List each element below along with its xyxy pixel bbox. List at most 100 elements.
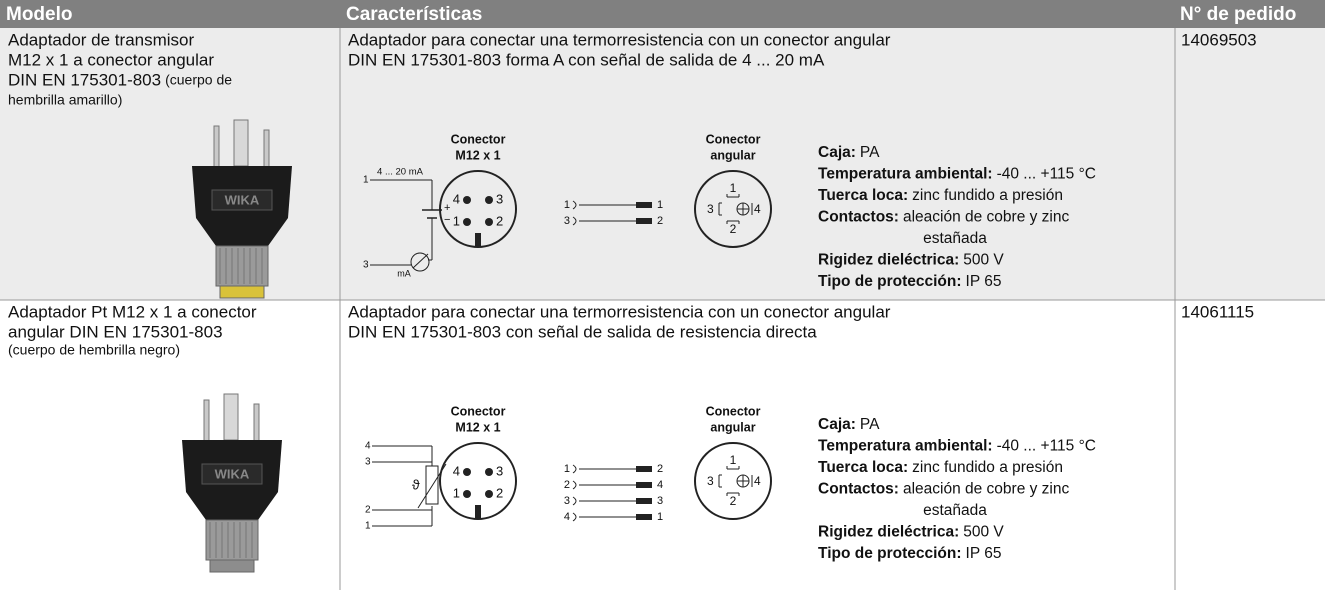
- label: 2: [730, 494, 737, 508]
- prong: [233, 119, 249, 167]
- spec-label: Caja:: [818, 416, 856, 433]
- spec-label: Temperatura ambiental:: [818, 438, 993, 455]
- spec: Rigidez dieléctrica: 500 V: [818, 524, 1004, 541]
- spec-value: -40 ... +115 °C: [997, 166, 1096, 183]
- label: 1: [564, 463, 570, 475]
- spec: Caja: PA: [818, 416, 880, 433]
- label: 4: [754, 474, 761, 488]
- label: Adaptador Pt M12 x 1 a conector: [8, 302, 257, 321]
- spec-value: aleación de cobre y zinc: [903, 209, 1070, 226]
- header-bg: [0, 0, 1325, 28]
- label: 2: [657, 463, 663, 475]
- spec: Tuerca loca: zinc fundido a presión: [818, 459, 1063, 476]
- wire: [412, 253, 429, 269]
- label: angular: [710, 148, 755, 162]
- header-cell: N° de pedido: [1180, 4, 1296, 25]
- pin: [463, 196, 471, 204]
- label: 1: [363, 175, 369, 186]
- label: 2: [496, 485, 503, 500]
- prong: [203, 399, 210, 443]
- label: 3: [496, 191, 503, 206]
- label: 3: [564, 495, 570, 507]
- label: 1: [453, 485, 460, 500]
- spec-value: zinc fundido a presión: [912, 187, 1063, 204]
- key: [475, 233, 481, 247]
- spec-value: 500 V: [963, 524, 1004, 541]
- label: 2: [730, 222, 737, 236]
- label: 3: [564, 215, 570, 227]
- plug: [636, 482, 652, 488]
- pin: [485, 468, 493, 476]
- spec: Temperatura ambiental: -40 ... +115 °C: [818, 438, 1096, 455]
- label: Adaptador para conectar una termorresist…: [348, 302, 891, 321]
- label: 4: [365, 441, 371, 452]
- plug: [636, 218, 652, 224]
- spec-label: Rigidez dieléctrica:: [818, 252, 959, 269]
- plug: [636, 514, 652, 520]
- label: (cuerpo de: [165, 72, 232, 88]
- pin: [485, 218, 493, 226]
- connector-face: [694, 170, 772, 248]
- label: 2: [365, 505, 371, 516]
- spec-label: Tipo de protección:: [818, 545, 962, 562]
- label: DIN EN 175301-803: [8, 70, 161, 89]
- label: +: [444, 202, 450, 214]
- label: DIN EN 175301-803 con señal de salida de…: [348, 322, 817, 341]
- label: DIN EN 175301-803 forma A con señal de s…: [348, 50, 825, 69]
- logo-plate: [211, 189, 273, 211]
- label: Conector: [706, 404, 761, 418]
- label: estañada: [923, 502, 987, 519]
- nut-base: [209, 559, 255, 573]
- label: 4: [564, 511, 570, 523]
- label: M12 x 1 a conector angular: [8, 50, 214, 69]
- label: 1: [365, 521, 371, 532]
- logo: WIKA: [215, 466, 250, 481]
- socket: [572, 512, 577, 522]
- label: estañada: [923, 230, 987, 247]
- spec-label: Contactos:: [818, 209, 899, 226]
- label: Adaptador de transmisor: [8, 30, 194, 49]
- label: −: [444, 214, 450, 226]
- label: 2: [496, 213, 503, 228]
- header-cell: Características: [346, 4, 482, 25]
- label: 3: [707, 474, 714, 488]
- label: angular: [710, 420, 755, 434]
- label: 3: [657, 495, 663, 507]
- label: 4: [754, 202, 761, 216]
- socket: [572, 200, 577, 210]
- label: M12 x 1: [455, 420, 500, 434]
- spec: Tipo de protección: IP 65: [818, 273, 1001, 290]
- plug: [636, 202, 652, 208]
- spec-label: Tipo de protección:: [818, 273, 962, 290]
- label: angular DIN EN 175301-803: [8, 322, 223, 341]
- key: [475, 505, 481, 519]
- spec: Contactos: aleación de cobre y zinc: [818, 481, 1069, 498]
- spec-value: -40 ... +115 °C: [997, 438, 1096, 455]
- nut: [205, 519, 259, 561]
- spec-value: IP 65: [966, 273, 1002, 290]
- socket: [572, 216, 577, 226]
- label: 4: [657, 479, 663, 491]
- label: 2: [657, 215, 663, 227]
- spec-label: Rigidez dieléctrica:: [818, 524, 959, 541]
- label: M12 x 1: [455, 148, 500, 162]
- pin: [485, 196, 493, 204]
- spec-value: PA: [860, 144, 880, 161]
- label: Adaptador para conectar una termorresist…: [348, 30, 891, 49]
- spec: Tipo de protección: IP 65: [818, 545, 1001, 562]
- header-cell: Modelo: [6, 4, 73, 25]
- spec-label: Contactos:: [818, 481, 899, 498]
- label: 1: [564, 199, 570, 211]
- spec-value: PA: [860, 416, 880, 433]
- logo-plate: [201, 463, 263, 485]
- logo: WIKA: [225, 192, 260, 207]
- spec: Contactos: aleación de cobre y zinc: [818, 209, 1069, 226]
- label: 1: [657, 511, 663, 523]
- label: 14061115: [1181, 302, 1254, 321]
- label: 1: [657, 199, 663, 211]
- label: Conector: [451, 132, 506, 146]
- pin: [463, 218, 471, 226]
- connector-face: [694, 442, 772, 520]
- spec: Rigidez dieléctrica: 500 V: [818, 252, 1004, 269]
